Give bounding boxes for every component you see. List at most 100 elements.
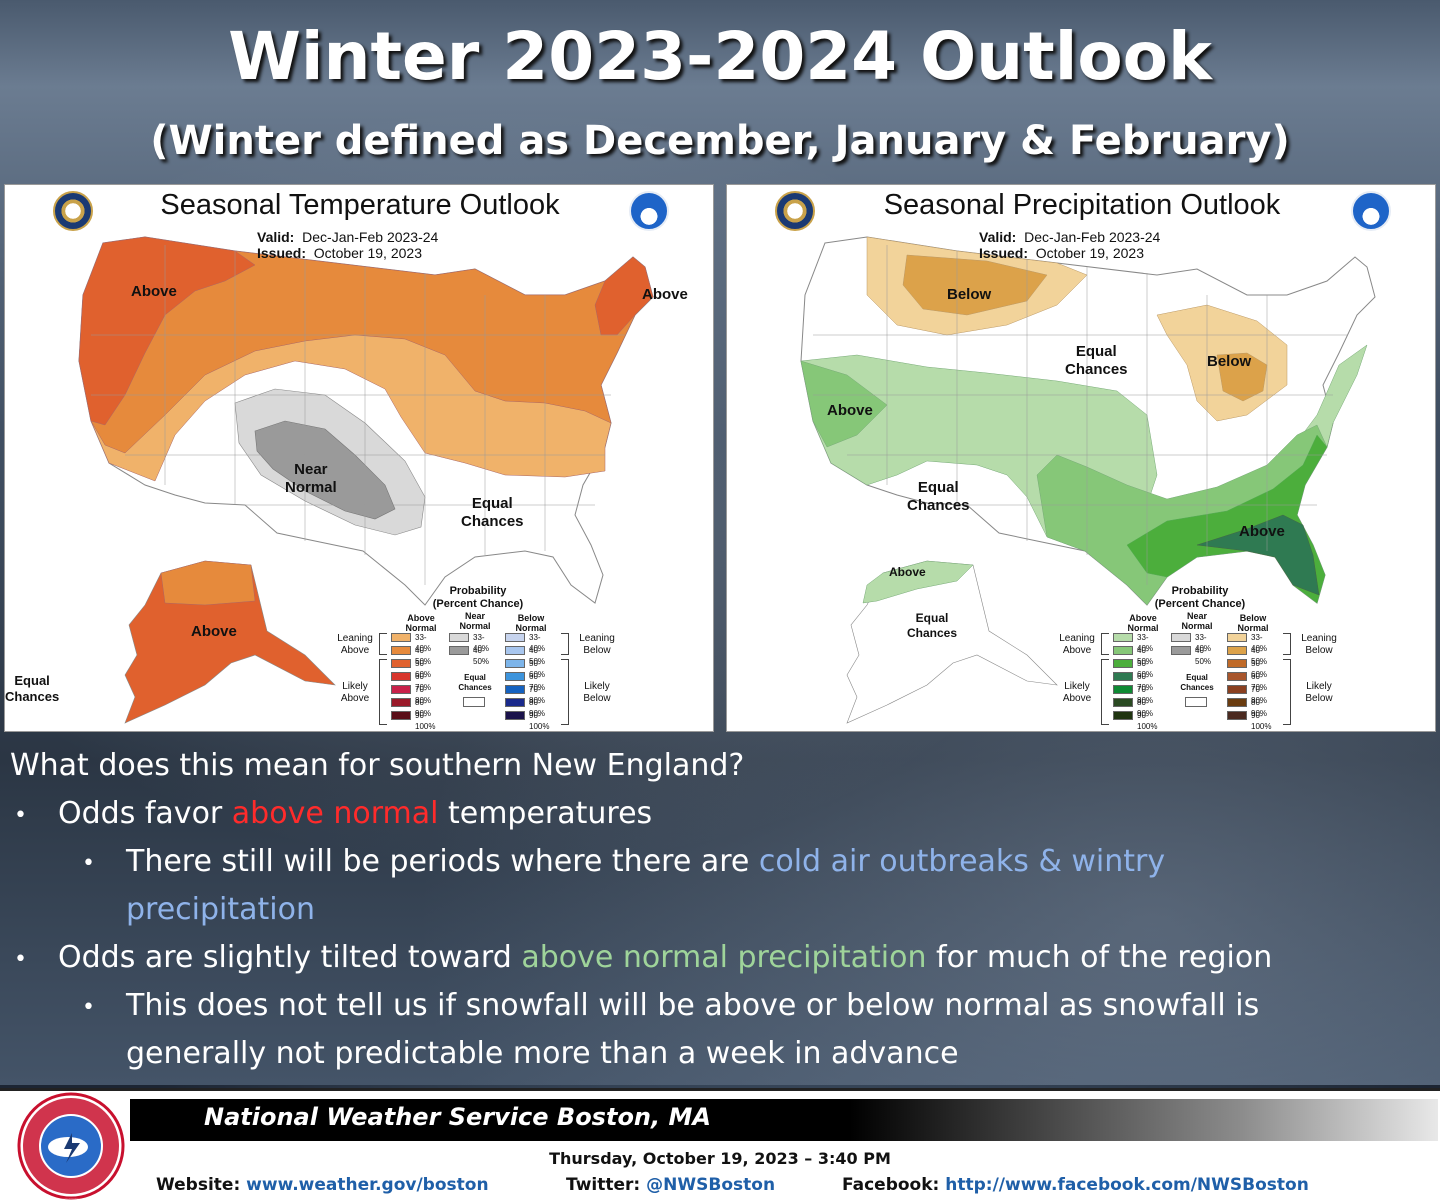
facebook-link[interactable]: http://www.facebook.com/NWSBoston — [945, 1175, 1309, 1195]
below-normal-40-50-lakes-region — [1216, 352, 1268, 402]
above-normal-50-60-ne-region — [594, 256, 654, 336]
precipitation-near-legend-swatch — [1171, 646, 1191, 655]
footer-date: Thursday, October 19, 2023 – 3:40 PM — [549, 1149, 891, 1168]
precipitation-below-legend-swatch — [1227, 672, 1247, 681]
precipitation-panel-title: Seasonal Precipitation Outlook — [883, 189, 1281, 221]
precipitation-above-legend-label: 50-60% — [1137, 659, 1154, 679]
highlight-above-normal: above normal — [231, 796, 439, 831]
bullet-marker: • — [82, 995, 95, 1020]
bracket — [1101, 633, 1109, 655]
highlight-above-normal-precip: above normal precipitation — [521, 940, 927, 975]
temperature-below-legend-swatch — [505, 685, 525, 694]
alaska-above-region — [862, 560, 974, 604]
precipitation-valid-issued: Valid: Dec-Jan-Feb 2023-24 Issued: Octob… — [979, 229, 1161, 261]
temperature-below-legend-swatch — [505, 633, 525, 642]
noaa-logo-icon — [629, 191, 669, 231]
noaa-logo-icon — [1351, 191, 1391, 231]
temperature-above-legend-swatch — [391, 646, 411, 655]
precipitation-above-legend-swatch — [1113, 711, 1133, 720]
temperature-below-legend-swatch — [505, 698, 525, 707]
precipitation-legend-equal-chances: Equal Chances — [1180, 673, 1214, 692]
label-above-nw: Above — [131, 283, 177, 300]
temperature-below-legend-label: 90-100% — [529, 711, 550, 731]
bullet-marker: • — [14, 947, 27, 972]
temperature-valid-issued: Valid: Dec-Jan-Feb 2023-24 Issued: Octob… — [257, 229, 439, 261]
temperature-legend-leaning-above: Leaning Above — [337, 633, 373, 656]
label-below-north: Below — [947, 286, 992, 303]
label-equal-chances: Equal Chances — [461, 495, 524, 530]
temperature-below-legend-label: 33-40% — [529, 633, 546, 653]
bullet-marker: • — [14, 803, 27, 828]
temperature-near-legend-swatch — [449, 646, 469, 655]
precipitation-above-legend-label: 40-50% — [1137, 646, 1154, 666]
precipitation-outlook-map: Seasonal Precipitation Outlook Valid: De… — [726, 184, 1436, 732]
temperature-legend-col-below: Below Normal — [515, 613, 547, 633]
precipitation-above-legend-label: 80-90% — [1137, 698, 1154, 718]
precipitation-below-legend-swatch — [1227, 646, 1247, 655]
bullet-2: Odds are slightly tilted toward above no… — [58, 940, 1273, 975]
page-title: Winter 2023-2024 Outlook — [228, 18, 1212, 95]
temperature-map-graphic — [78, 236, 654, 724]
bullet-1a-line-1: There still will be periods where there … — [126, 844, 1166, 879]
bracket — [561, 633, 569, 655]
precipitation-below-legend-swatch — [1227, 659, 1247, 668]
label-above-ne: Above — [642, 286, 688, 303]
precipitation-near-legend-swatch — [1171, 633, 1191, 642]
precipitation-below-legend-label: 50-60% — [1251, 659, 1268, 679]
footer: National Weather Service Boston, MA NATI… — [0, 1088, 1440, 1200]
above-normal-50-60-region — [1126, 434, 1328, 604]
temperature-near-legend-label: 33-40% — [473, 633, 490, 653]
temperature-near-legend-label: 40-50% — [473, 646, 490, 666]
precipitation-legend-likely-below: Likely Below — [1305, 681, 1333, 704]
label-equal-chances-alaska: Equal Chances — [907, 611, 958, 640]
temperature-outlook-map: Seasonal Temperature Outlook Valid: Dec-… — [4, 184, 714, 732]
temperature-above-legend-swatch — [391, 659, 411, 668]
bracket — [379, 633, 387, 655]
label-equal-chances-hawaii: Equal Chances — [5, 673, 60, 704]
alaska-outline — [846, 560, 1058, 724]
temperature-near-legend-swatch — [449, 633, 469, 642]
precipitation-below-legend-swatch — [1227, 698, 1247, 707]
precipitation-above-legend-label: 33-40% — [1137, 633, 1154, 653]
precipitation-legend-col-below: Below Normal — [1237, 613, 1269, 633]
footer-facebook: Facebook: http://www.facebook.com/NWSBos… — [842, 1175, 1309, 1195]
temperature-below-legend-swatch — [505, 672, 525, 681]
precipitation-near-legend-label: 33-40% — [1195, 633, 1212, 653]
bullet-marker: • — [82, 851, 95, 876]
temperature-legend-col-near: Near Normal — [459, 611, 491, 631]
temperature-legend-likely-below: Likely Below — [583, 681, 611, 704]
precipitation-below-legend-label: 80-90% — [1251, 698, 1268, 718]
label-above-alaska: Above — [191, 623, 237, 640]
precipitation-above-legend-swatch — [1113, 646, 1133, 655]
bracket — [379, 659, 387, 725]
footer-organization: National Weather Service Boston, MA — [204, 1103, 711, 1131]
temperature-legend-col-above: Above Normal — [405, 613, 437, 633]
temperature-panel-title: Seasonal Temperature Outlook — [160, 189, 560, 221]
temperature-below-legend-label: 60-70% — [529, 672, 546, 692]
label-below-great-lakes: Below — [1207, 353, 1252, 370]
precipitation-above-legend-swatch — [1113, 672, 1133, 681]
website-link[interactable]: www.weather.gov/boston — [246, 1175, 489, 1195]
precipitation-above-legend-label: 90-100% — [1137, 711, 1158, 731]
alaska-north-region — [160, 560, 256, 606]
temperature-below-legend-swatch — [505, 646, 525, 655]
temperature-above-legend-swatch — [391, 711, 411, 720]
twitter-link[interactable]: @NWSBoston — [646, 1175, 776, 1195]
precipitation-above-legend-swatch — [1113, 685, 1133, 694]
precipitation-legend-col-near: Near Normal — [1181, 611, 1213, 631]
highlight-cold-air: cold air outbreaks & wintry — [758, 844, 1166, 879]
label-equal-chances-southwest: Equal Chances — [907, 479, 970, 514]
precipitation-above-legend-swatch — [1113, 659, 1133, 668]
label-equal-chances-center: Equal Chances — [1065, 343, 1128, 378]
temperature-legend-likely-above: Likely Above — [340, 681, 370, 704]
temperature-above-legend-label: 60-70% — [415, 672, 432, 692]
state-lines — [813, 245, 1347, 585]
precipitation-below-legend-swatch — [1227, 685, 1247, 694]
precipitation-above-legend-label: 60-70% — [1137, 672, 1154, 692]
svg-text:NATIONAL WEATHER SERVICE: NATIONAL WEATHER SERVICE — [64, 1197, 79, 1200]
temperature-below-legend-swatch — [505, 659, 525, 668]
bullet-1: Odds favor above normal temperatures — [58, 796, 653, 831]
precipitation-near-legend-label: 40-50% — [1195, 646, 1212, 666]
precipitation-above-legend-swatch — [1113, 698, 1133, 707]
temperature-above-legend-label: 90-100% — [415, 711, 436, 731]
